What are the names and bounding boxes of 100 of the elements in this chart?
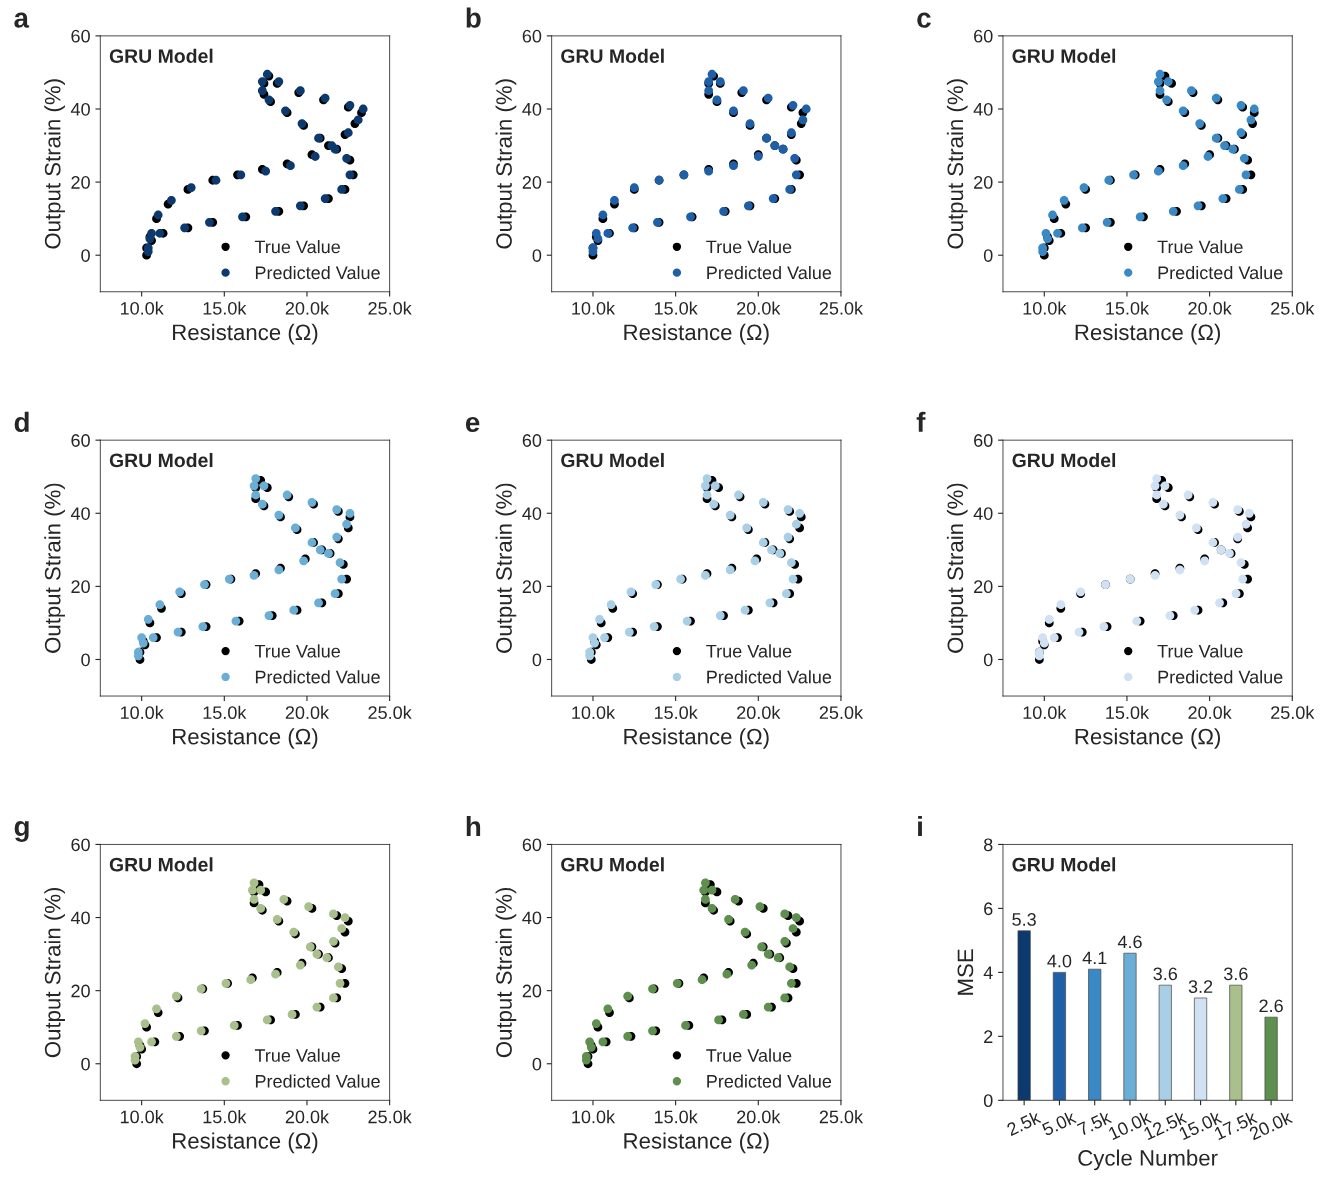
x-tick-label: 20.0k xyxy=(737,705,781,720)
legend-label: True Value xyxy=(254,644,340,658)
x-tick-label: 10.0k xyxy=(1023,301,1067,315)
data-label: 4.6 xyxy=(1117,935,1142,949)
legend-label: True Value xyxy=(706,1048,792,1062)
annotation: GRU Model xyxy=(1012,452,1116,468)
y-axis-title: Output Strain (%) xyxy=(946,483,968,653)
legend-label: Predicted Value xyxy=(1158,265,1283,280)
y-tick-label: 20 xyxy=(71,580,90,594)
x-tick-label: 25.0k xyxy=(1271,301,1315,315)
x-tick-label: 10.0k xyxy=(120,301,164,315)
x-axis-title: Cycle Number xyxy=(1078,1149,1218,1171)
legend-label: Predicted Value xyxy=(255,265,380,280)
chart-title: c xyxy=(917,12,931,28)
legend-label: True Value xyxy=(706,240,792,254)
x-tick-label: 10.0k xyxy=(572,1110,616,1124)
y-tick-label: 0 xyxy=(81,1057,90,1071)
y-axis-title: MSE xyxy=(957,949,974,995)
x-tick-label: 15.0k xyxy=(1106,705,1150,720)
legend-label: Predicted Value xyxy=(1158,670,1283,684)
chart-title: f xyxy=(916,411,926,432)
y-tick-label: 0 xyxy=(983,249,993,262)
annotation: GRU Model xyxy=(109,48,213,63)
x-tick-label: 25.0k xyxy=(368,705,412,720)
y-axis-title: Output Strain (%) xyxy=(495,79,517,249)
x-tick-label: 15.0k xyxy=(203,705,247,720)
y-tick-label: 20 xyxy=(974,580,993,594)
y-tick-label: 40 xyxy=(70,507,90,520)
x-tick-label: 10.0k xyxy=(572,705,616,720)
x-tick-label: 2.5k xyxy=(1005,1110,1042,1137)
x-tick-label: 20.0k xyxy=(737,1110,781,1124)
y-tick-label: 0 xyxy=(983,1094,993,1108)
legend-label: Predicted Value xyxy=(255,670,380,684)
legend-label: Predicted Value xyxy=(707,265,832,280)
y-tick-label: 60 xyxy=(522,838,542,852)
y-tick-label: 20 xyxy=(974,176,993,189)
data-label: 4.0 xyxy=(1047,954,1072,968)
y-tick-label: 0 xyxy=(532,653,542,667)
x-tick-label: 10.0k xyxy=(1023,705,1067,720)
x-tick-label: 25.0k xyxy=(819,301,864,315)
y-tick-label: 2 xyxy=(984,1030,993,1043)
y-tick-label: 0 xyxy=(532,249,542,262)
chart-title: d xyxy=(14,411,29,433)
y-tick-label: 0 xyxy=(983,653,993,667)
x-tick-label: 15.0k xyxy=(203,1110,247,1124)
x-axis-title: Resistance (Ω) xyxy=(624,1132,769,1154)
y-tick-label: 40 xyxy=(70,911,90,925)
data-label: 2.6 xyxy=(1259,999,1283,1013)
chart-title: i xyxy=(918,815,922,837)
annotation: GRU Model xyxy=(561,857,664,872)
y-axis-title: Output Strain (%) xyxy=(495,483,517,653)
legend-label: Predicted Value xyxy=(707,670,832,684)
x-tick-label: 20.0k xyxy=(1188,705,1232,720)
data-label: 3.2 xyxy=(1188,980,1213,994)
data-label: 3.6 xyxy=(1153,967,1178,981)
chart-title: e xyxy=(465,416,480,433)
x-axis-title: Resistance (Ω) xyxy=(173,323,318,345)
x-tick-label: 25.0k xyxy=(819,705,864,720)
x-tick-label: 15.0k xyxy=(654,301,698,315)
x-tick-label: 5.0k xyxy=(1041,1110,1077,1137)
y-tick-label: 60 xyxy=(974,29,993,43)
legend-label: True Value xyxy=(254,240,340,254)
y-axis-title: Output Strain (%) xyxy=(44,79,65,249)
x-tick-label: 20.0k xyxy=(285,301,330,315)
x-tick-label: 25.0k xyxy=(1271,705,1315,720)
y-tick-label: 40 xyxy=(522,102,542,116)
x-tick-label: 25.0k xyxy=(368,1110,412,1124)
x-tick-label: 25.0k xyxy=(368,301,412,315)
y-tick-label: 60 xyxy=(974,434,993,447)
chart-title: b xyxy=(466,7,481,28)
x-axis-title: Resistance (Ω) xyxy=(173,728,318,749)
y-tick-label: 4 xyxy=(983,966,993,979)
x-tick-label: 25.0k xyxy=(819,1110,864,1124)
y-tick-label: 40 xyxy=(70,102,90,116)
y-tick-label: 8 xyxy=(983,838,993,852)
y-tick-label: 60 xyxy=(71,838,90,852)
annotation: GRU Model xyxy=(1012,857,1116,872)
y-tick-label: 40 xyxy=(973,507,993,520)
legend-label: True Value xyxy=(706,644,792,658)
x-axis-title: Resistance (Ω) xyxy=(1075,728,1221,749)
y-tick-label: 20 xyxy=(522,984,542,998)
y-tick-label: 20 xyxy=(71,984,90,998)
annotation: GRU Model xyxy=(1012,48,1116,63)
x-tick-label: 10.0k xyxy=(120,1110,164,1124)
y-tick-label: 60 xyxy=(522,29,542,43)
y-tick-label: 20 xyxy=(71,176,90,189)
legend-label: Predicted Value xyxy=(707,1074,832,1088)
data-label: 5.3 xyxy=(1012,913,1036,926)
y-tick-label: 6 xyxy=(984,902,993,916)
annotation: GRU Model xyxy=(109,452,213,468)
x-axis-title: Resistance (Ω) xyxy=(624,728,769,749)
annotation: GRU Model xyxy=(561,48,664,63)
y-tick-label: 40 xyxy=(973,102,993,116)
y-tick-label: 20 xyxy=(522,580,542,594)
y-tick-label: 60 xyxy=(71,29,90,43)
chart-title: g xyxy=(14,821,29,842)
x-axis-title: Resistance (Ω) xyxy=(173,1132,318,1154)
x-axis-title: Resistance (Ω) xyxy=(624,323,769,345)
legend-label: Predicted Value xyxy=(255,1074,380,1088)
x-tick-label: 15.0k xyxy=(654,1110,698,1124)
